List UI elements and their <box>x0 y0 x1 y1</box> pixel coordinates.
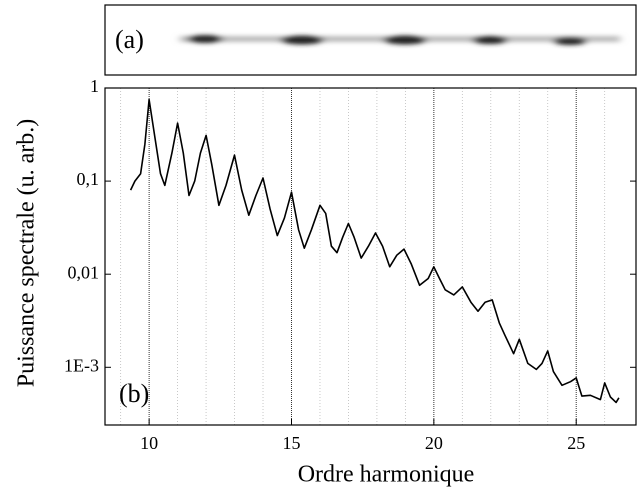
x-tick-label: 10 <box>140 433 158 453</box>
x-tick-label: 20 <box>425 433 443 453</box>
y-tick-label: 0,01 <box>68 262 100 282</box>
y-axis-label: Puissance spectrale (u. arb.) <box>14 119 40 388</box>
plot-frame <box>104 87 637 426</box>
spectrum-image <box>180 35 620 45</box>
panel-label: (a) <box>115 25 144 54</box>
spectrum-line <box>129 98 620 404</box>
panel-a: (a) <box>104 4 637 76</box>
x-tick-label: 25 <box>567 433 585 453</box>
x-tick-label: 15 <box>282 433 300 453</box>
y-tick-label: 1E-3 <box>64 355 99 375</box>
x-axis-label: Ordre harmonique <box>298 462 475 488</box>
y-tick-label: 1 <box>90 76 99 96</box>
panel-b: 10 15 20 25 1 0,1 0,01 1E-3 <box>64 76 637 453</box>
panel-label: (b) <box>119 379 149 408</box>
y-tick-label: 0,1 <box>77 169 100 189</box>
